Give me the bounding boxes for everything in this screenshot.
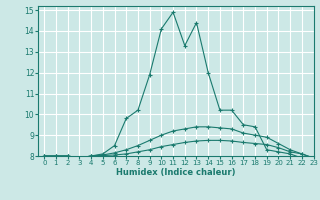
X-axis label: Humidex (Indice chaleur): Humidex (Indice chaleur) (116, 168, 236, 177)
